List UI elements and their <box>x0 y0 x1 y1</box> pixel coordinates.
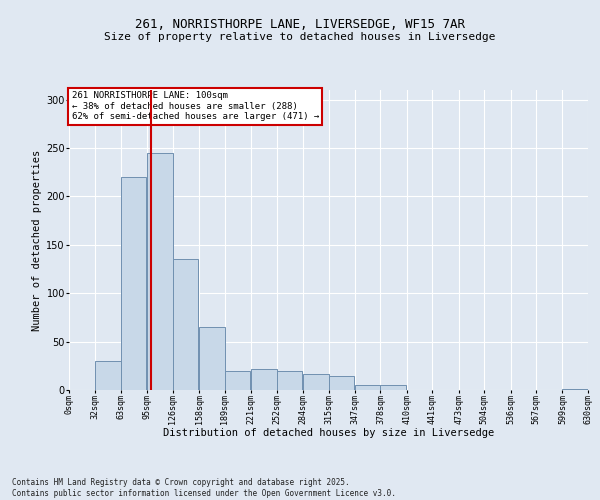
Text: 261 NORRISTHORPE LANE: 100sqm
← 38% of detached houses are smaller (288)
62% of : 261 NORRISTHORPE LANE: 100sqm ← 38% of d… <box>71 92 319 122</box>
Bar <box>303 374 329 390</box>
Text: Contains HM Land Registry data © Crown copyright and database right 2025.
Contai: Contains HM Land Registry data © Crown c… <box>12 478 396 498</box>
Text: Size of property relative to detached houses in Liversedge: Size of property relative to detached ho… <box>104 32 496 42</box>
X-axis label: Distribution of detached houses by size in Liversedge: Distribution of detached houses by size … <box>163 428 494 438</box>
Bar <box>380 385 406 390</box>
Bar <box>277 370 302 390</box>
Bar <box>147 153 173 390</box>
Y-axis label: Number of detached properties: Number of detached properties <box>32 150 42 330</box>
Bar <box>251 368 277 390</box>
Bar <box>562 389 588 390</box>
Bar <box>173 260 199 390</box>
Bar <box>329 376 354 390</box>
Bar <box>224 370 250 390</box>
Text: 261, NORRISTHORPE LANE, LIVERSEDGE, WF15 7AR: 261, NORRISTHORPE LANE, LIVERSEDGE, WF15… <box>135 18 465 30</box>
Bar <box>199 327 224 390</box>
Bar <box>355 385 380 390</box>
Bar <box>121 177 146 390</box>
Bar <box>95 361 121 390</box>
